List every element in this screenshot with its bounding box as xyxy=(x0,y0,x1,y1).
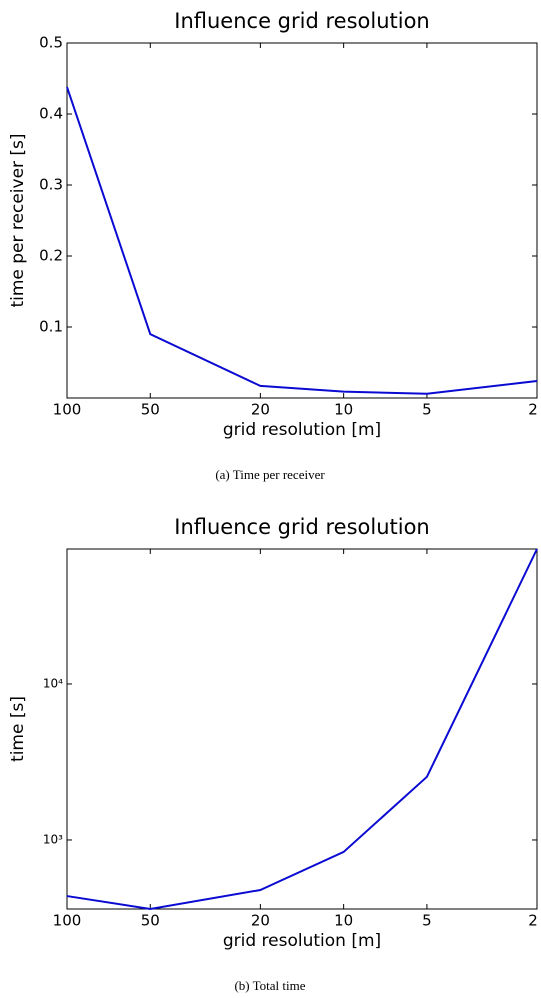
data-line xyxy=(66,86,538,395)
x-tick-label: 5 xyxy=(422,401,432,419)
chart-title: Influence grid resolution xyxy=(174,9,429,33)
x-axis-label: grid resolution [m] xyxy=(223,931,381,951)
y-axis-label: time [s] xyxy=(8,696,28,762)
x-tick-label: 10 xyxy=(334,912,353,930)
y-tick-label: 0.3 xyxy=(39,176,63,194)
x-tick-label: 2 xyxy=(528,401,538,419)
x-tick-label: 2 xyxy=(528,912,538,930)
caption: (b) Total time xyxy=(234,978,305,993)
x-tick-label: 10 xyxy=(334,401,353,419)
x-tick-label: 5 xyxy=(422,912,432,930)
caption: (a) Time per receiver xyxy=(215,467,325,482)
chart-title: Influence grid resolution xyxy=(174,515,429,539)
x-tick-label: 100 xyxy=(53,912,82,930)
y-tick-label: 10³ xyxy=(43,832,63,846)
x-tick-label: 50 xyxy=(141,401,160,419)
x-tick-label: 100 xyxy=(53,401,82,419)
y-axis-label: time per receiver [s] xyxy=(8,133,28,307)
x-axis-label: grid resolution [m] xyxy=(223,420,381,440)
x-tick-label: 20 xyxy=(251,401,270,419)
y-tick-label: 10⁴ xyxy=(43,676,63,690)
plot-frame xyxy=(66,42,538,399)
y-tick-label: 0.2 xyxy=(39,247,63,265)
y-tick-label: 0.5 xyxy=(39,34,63,52)
y-tick-label: 0.1 xyxy=(39,318,63,336)
x-tick-label: 20 xyxy=(251,912,270,930)
x-tick-label: 50 xyxy=(141,912,160,930)
data-line xyxy=(66,548,538,911)
plot-frame xyxy=(66,548,538,910)
y-tick-label: 0.4 xyxy=(39,105,63,123)
